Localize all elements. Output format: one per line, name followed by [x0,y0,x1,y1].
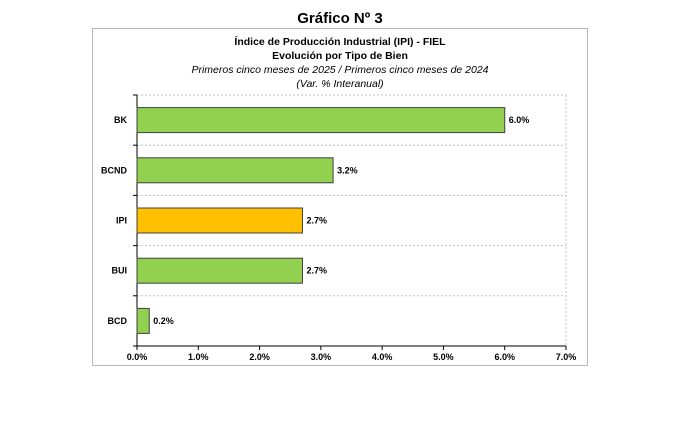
bar-bk [136,107,506,134]
chart-frame [92,28,588,366]
chart-subtitle: Evolución por Tipo de Bien [272,50,408,62]
chart-title: Índice de Producción Industrial (IPI) - … [234,36,446,48]
category-label: BUI [112,266,128,276]
value-label: 3.2% [337,165,358,175]
chart-period: Primeros cinco meses de 2025 / Primeros … [191,64,489,76]
x-tick-label: 4.0% [372,352,393,362]
x-tick-label: 0.0% [127,352,148,362]
x-tick-label: 7.0% [556,352,577,362]
value-label: 0.2% [153,316,174,326]
bar-bcd [136,307,150,334]
x-tick-label: 3.0% [311,352,332,362]
x-tick-label: 6.0% [494,352,515,362]
category-label: BCD [108,316,128,326]
value-label: 6.0% [509,115,530,125]
category-label: BK [114,115,127,125]
category-label: BCND [101,165,127,175]
category-label: IPI [116,216,127,226]
bar-ipi [136,207,303,234]
x-tick-label: 5.0% [433,352,454,362]
value-label: 2.7% [306,266,327,276]
chart-units: (Var. % Interanual) [296,78,384,90]
figure-heading: Gráfico Nº 3 [297,10,383,27]
value-label: 2.7% [306,216,327,226]
x-tick-label: 2.0% [249,352,270,362]
x-tick-label: 1.0% [188,352,209,362]
bar-bui [136,257,303,284]
bar-bcnd [136,157,334,184]
